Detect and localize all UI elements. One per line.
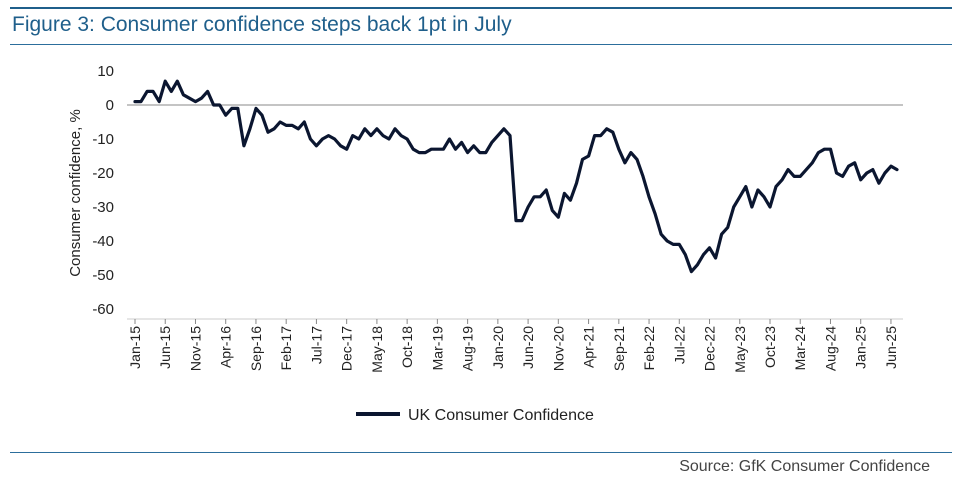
y-tick-label: 0 xyxy=(106,97,114,114)
x-tick-label: Mar-19 xyxy=(429,326,445,371)
x-tick-label: Dec-22 xyxy=(702,326,718,371)
y-tick-label: -10 xyxy=(92,131,114,148)
x-tick-label: Sep-21 xyxy=(611,326,627,371)
title-divider xyxy=(10,44,952,45)
y-tick-label: -60 xyxy=(92,301,114,318)
x-tick-label: Feb-22 xyxy=(641,326,657,371)
y-tick-label: -50 xyxy=(92,267,114,284)
x-tick-label: Jul-22 xyxy=(671,326,687,364)
x-tick-label: Aug-19 xyxy=(460,326,476,371)
x-tick-label: Nov-20 xyxy=(550,326,566,371)
x-tick-label: Sep-16 xyxy=(248,326,264,371)
legend-label: UK Consumer Confidence xyxy=(408,407,594,424)
source-note: Source: GfK Consumer Confidence xyxy=(679,458,930,475)
x-tick-label: Aug-24 xyxy=(822,326,838,371)
x-tick-label: Dec-17 xyxy=(339,326,355,371)
y-tick-label: 10 xyxy=(97,63,114,80)
x-tick-label: Apr-16 xyxy=(218,326,234,368)
x-tick-label: Jun-25 xyxy=(883,326,899,369)
x-tick-label: Nov-15 xyxy=(187,326,203,371)
x-tick-label: Jul-17 xyxy=(308,326,324,364)
x-tick-label: May-23 xyxy=(732,326,748,373)
x-tick-label: Jun-15 xyxy=(157,326,173,369)
y-tick-label: -20 xyxy=(92,165,114,182)
x-tick-label: Apr-21 xyxy=(581,326,597,368)
x-tick-label: Oct-18 xyxy=(399,326,415,368)
x-tick-label: Mar-24 xyxy=(792,326,808,371)
x-tick-label: Jan-20 xyxy=(490,326,506,369)
bottom-rule xyxy=(10,452,952,453)
y-tick-label: -30 xyxy=(92,199,114,216)
x-tick-label: Jan-15 xyxy=(127,326,143,369)
x-tick-label: May-18 xyxy=(369,326,385,373)
figure-title: Figure 3: Consumer confidence steps back… xyxy=(12,13,512,36)
y-axis-title: Consumer confidence, % xyxy=(67,109,84,277)
series-line-uk-consumer-confidence xyxy=(133,79,899,274)
x-tick-label: Jan-25 xyxy=(853,326,869,369)
x-tick-label: Feb-17 xyxy=(278,326,294,371)
x-tick-label: Oct-23 xyxy=(762,326,778,368)
x-tick-label: Jun-20 xyxy=(520,326,536,369)
y-tick-label: -40 xyxy=(92,233,114,250)
top-rule xyxy=(10,7,952,9)
